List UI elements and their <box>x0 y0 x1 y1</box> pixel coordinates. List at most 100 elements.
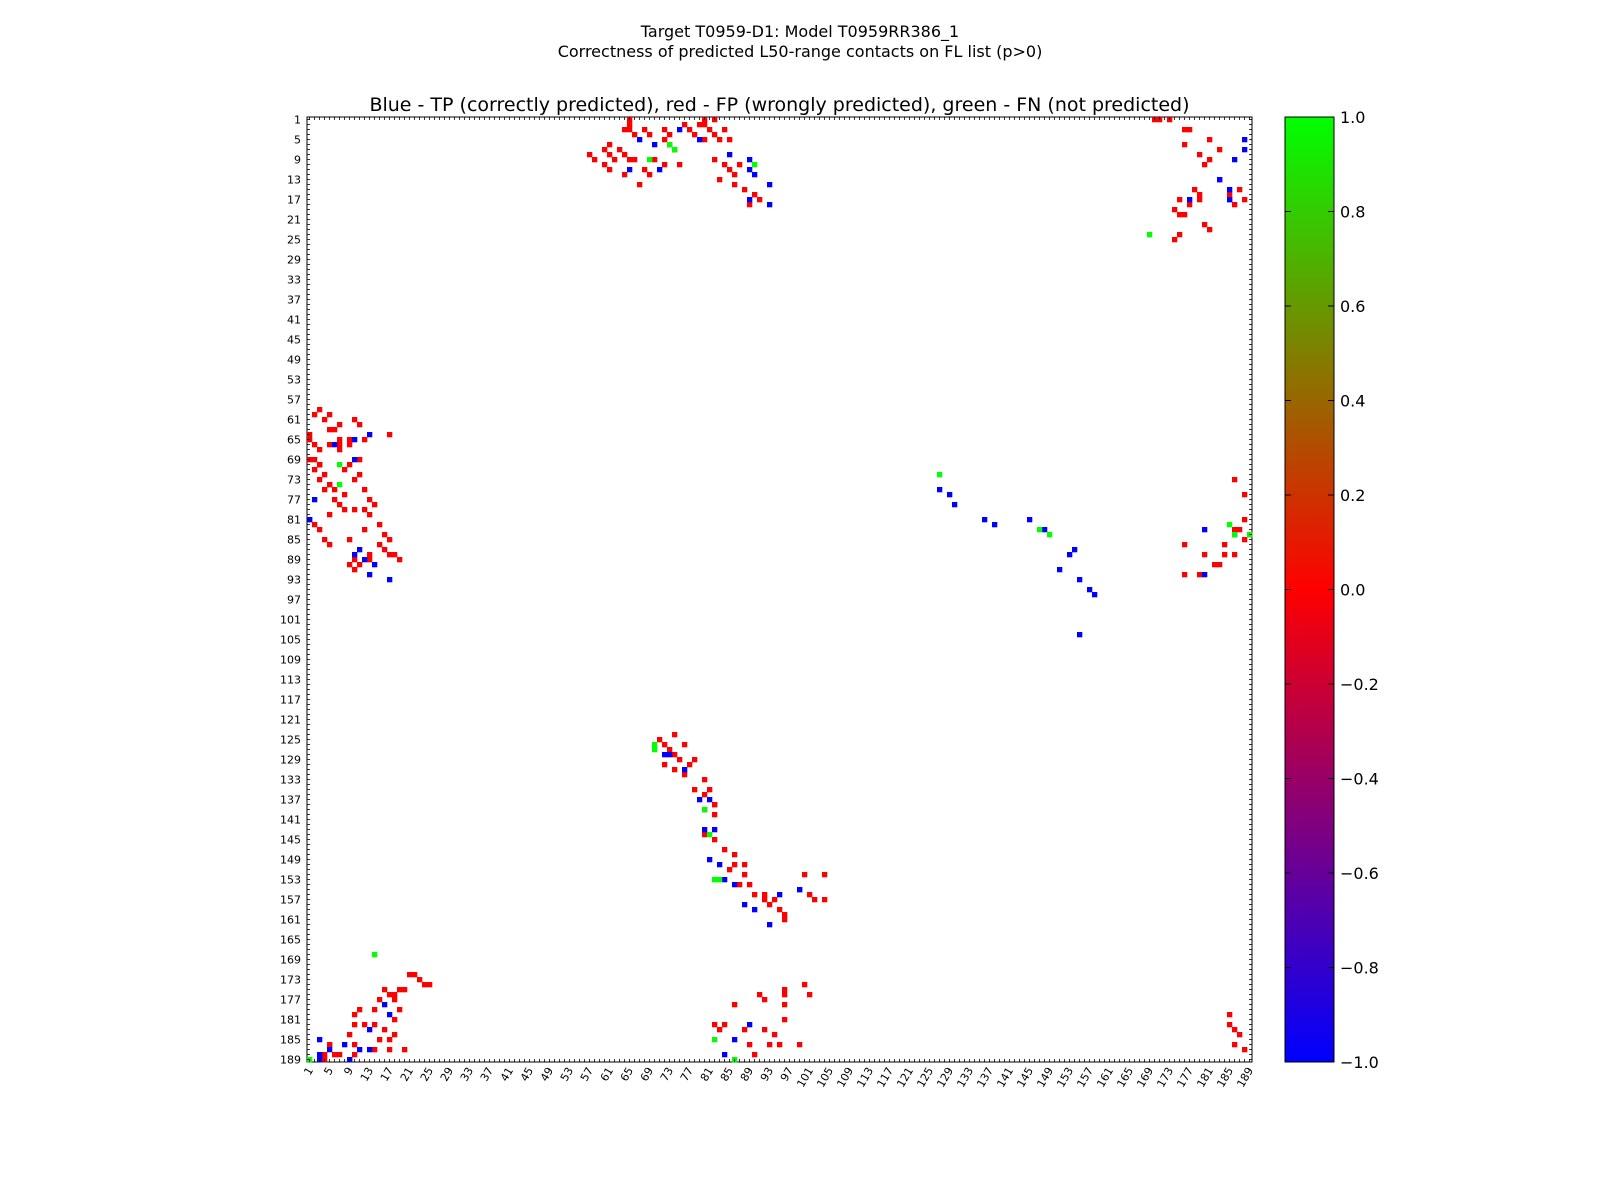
contact-cell-fp <box>1232 1042 1238 1048</box>
contact-cell-fp <box>322 417 328 423</box>
contact-cell-fp <box>772 897 778 903</box>
contact-cell-fp <box>732 182 738 188</box>
contact-cell-fp <box>1237 1032 1243 1038</box>
contact-cell-tp <box>1042 527 1048 533</box>
contact-cell-tp <box>742 902 748 908</box>
contact-cell-fp <box>1237 187 1243 193</box>
contact-cell-fp <box>672 767 678 773</box>
contact-cell-fp <box>317 477 323 483</box>
x-tick-label: 161 <box>1094 1065 1116 1090</box>
contact-cell-fp <box>647 172 653 178</box>
contact-cell-fp <box>632 132 638 138</box>
contact-cell-fp <box>332 497 338 503</box>
contact-cell-fp <box>317 447 323 453</box>
y-tick-label: 181 <box>280 1014 301 1027</box>
contact-cell-fp <box>782 992 788 998</box>
y-tick-label: 17 <box>287 194 301 207</box>
x-tick-label: 153 <box>1054 1065 1076 1090</box>
contact-cell-tp <box>1187 197 1193 203</box>
colorbar-tick-label: 0.0 <box>1340 581 1365 600</box>
contact-cell-tp <box>1227 187 1233 193</box>
x-tick-label: 133 <box>954 1065 976 1090</box>
y-tick-label: 53 <box>287 374 301 387</box>
y-tick-label: 121 <box>280 714 301 727</box>
contact-cell-fp <box>652 157 658 163</box>
contact-cell-tp <box>1232 157 1238 163</box>
contact-cell-fp <box>377 522 383 528</box>
contact-cell-fp <box>332 487 338 493</box>
y-tick-label: 101 <box>280 614 301 627</box>
contact-cell-fp <box>667 132 673 138</box>
contact-cell-tp <box>332 442 338 448</box>
contact-cell-tp <box>667 752 673 758</box>
contact-cell-tp <box>777 892 783 898</box>
x-tick-label: 41 <box>498 1065 516 1084</box>
y-tick-label: 85 <box>287 534 301 547</box>
contact-cell-tp <box>702 827 708 833</box>
contact-cell-fn <box>712 1037 718 1043</box>
y-tick-label: 93 <box>287 574 301 587</box>
contact-cell-fp <box>762 892 768 898</box>
contact-cell-fp <box>342 467 348 473</box>
x-tick-label: 113 <box>854 1065 876 1090</box>
contact-cell-fp <box>392 992 398 998</box>
contact-cell-fp <box>327 427 333 433</box>
contact-cell-fp <box>1182 142 1188 148</box>
y-tick-label: 57 <box>287 394 301 407</box>
contact-cell-fp <box>1222 552 1228 558</box>
contact-cell-fp <box>347 1032 353 1038</box>
y-tick-label: 165 <box>280 934 301 947</box>
contact-cell-fp <box>347 437 353 443</box>
contact-cell-fp <box>727 137 733 143</box>
contact-cell-fp <box>352 1012 358 1018</box>
contact-cell-fp <box>1242 197 1248 203</box>
y-tick-label: 37 <box>287 294 301 307</box>
contact-cell-fp <box>617 147 623 153</box>
chart-title-line1: Target T0959-D1: Model T0959RR386_1 <box>640 22 960 41</box>
contact-cell-fp <box>732 862 738 868</box>
contact-cell-fp <box>662 137 668 143</box>
contact-cell-fp <box>712 802 718 808</box>
contact-cell-fp <box>712 132 718 138</box>
contact-cell-fn <box>672 147 678 153</box>
contact-cell-fp <box>357 1007 363 1013</box>
contact-cell-fp <box>632 157 638 163</box>
contact-cell-fp <box>732 172 738 178</box>
contact-cell-tp <box>387 1012 393 1018</box>
contact-cell-tp <box>747 157 753 163</box>
contact-cell-fp <box>777 907 783 913</box>
x-tick-label: 145 <box>1014 1065 1036 1090</box>
contact-cell-fn <box>1037 527 1043 533</box>
contact-cell-fp <box>662 742 668 748</box>
contact-cell-fp <box>387 992 393 998</box>
contact-cell-fp <box>1182 542 1188 548</box>
contact-cell-fp <box>422 982 428 988</box>
colorbar-tick-label: −0.8 <box>1340 959 1379 978</box>
contact-cell-fp <box>622 152 628 158</box>
contact-cell-fp <box>702 122 708 128</box>
contact-cell-tp <box>982 517 988 523</box>
contact-cell-fp <box>712 837 718 843</box>
contact-cell-fp <box>337 442 343 448</box>
contact-cell-fp <box>627 122 633 128</box>
y-tick-label: 149 <box>280 854 301 867</box>
contact-cell-fp <box>1202 552 1208 558</box>
contact-cell-tp <box>367 1027 373 1033</box>
y-tick-label: 113 <box>280 674 301 687</box>
contact-cell-tp <box>732 882 738 888</box>
contact-cell-tp <box>352 457 358 463</box>
contact-cell-fp <box>722 847 728 853</box>
y-tick-label: 29 <box>287 254 301 267</box>
contact-cell-fp <box>1177 212 1183 218</box>
contact-cell-tp <box>1072 547 1078 553</box>
contact-cell-fp <box>352 417 358 423</box>
contact-cell-tp <box>747 1022 753 1028</box>
contact-cell-fp <box>1242 492 1248 498</box>
contact-cell-fp <box>722 162 728 168</box>
contact-cell-tp <box>317 1052 323 1058</box>
x-tick-label: 73 <box>658 1065 676 1084</box>
contact-cell-fn <box>667 142 673 148</box>
contact-cell-fp <box>377 542 383 548</box>
contact-cell-fp <box>1207 227 1213 233</box>
contact-cell-fp <box>337 422 343 428</box>
